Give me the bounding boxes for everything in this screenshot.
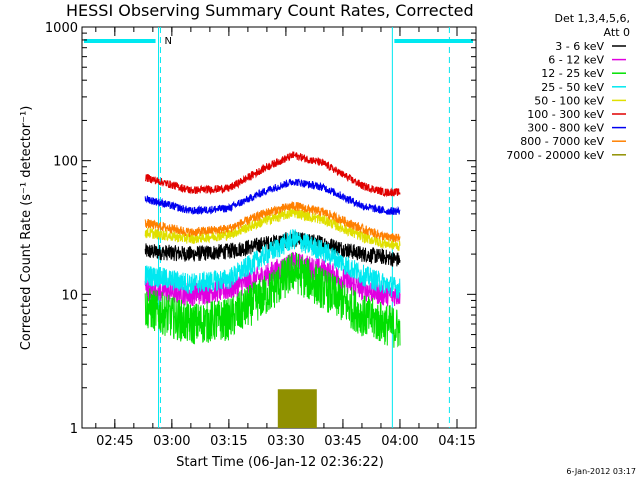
legend-label-3: 25 - 50 keV (541, 81, 604, 94)
legend-title-line-1: Det 1,3,4,5,6, (554, 12, 630, 25)
legend-label-0: 3 - 6 keV (555, 40, 604, 53)
legend-label-2: 12 - 25 keV (541, 67, 604, 80)
series-line-300-800keV (144, 178, 401, 216)
x-axis-label: Start Time (06-Jan-12 02:36:22) (176, 455, 384, 470)
chart-title: HESSI Observing Summary Count Rates, Cor… (66, 1, 474, 20)
y-axis-label: Corrected Count Rate (s⁻¹ detector⁻¹) (19, 106, 34, 351)
series-line-12-25keV (144, 252, 401, 348)
series-line-25-50keV (144, 229, 401, 299)
legend-label-5: 100 - 300 keV (527, 108, 604, 121)
x-tick-label-0: 02:45 (96, 434, 133, 449)
series-line-7000-20000keV (277, 389, 317, 428)
series-line-800-7000keV (144, 201, 401, 243)
attenuator-flag: N (164, 36, 171, 47)
y-tick-label-0: 1 (70, 422, 78, 437)
series-line-50-100keV (144, 208, 401, 251)
series-line-6-12keV (144, 252, 401, 307)
series-line-3-6keV (144, 230, 401, 267)
legend-label-7: 800 - 7000 keV (520, 135, 604, 148)
legend-title-line-2: Att 0 (604, 26, 630, 39)
x-tick-label-6: 04:15 (438, 434, 475, 449)
x-tick-label-1: 03:00 (153, 434, 190, 449)
y-tick-label-1: 10 (61, 288, 78, 303)
x-tick-label-3: 03:30 (267, 434, 304, 449)
y-tick-label-2: 100 (53, 155, 78, 170)
legend-label-1: 6 - 12 keV (548, 54, 604, 67)
legend-label-8: 7000 - 20000 keV (506, 149, 604, 162)
x-tick-label-5: 04:00 (381, 434, 418, 449)
legend-label-4: 50 - 100 keV (534, 94, 604, 107)
plot-frame (81, 26, 477, 429)
series-line-100-300keV (144, 151, 401, 198)
x-tick-label-4: 03:45 (324, 434, 361, 449)
plot-timestamp: 6-Jan-2012 03:17 (566, 467, 636, 476)
legend-label-6: 300 - 800 keV (527, 122, 604, 135)
y-tick-label-3: 1000 (45, 21, 78, 36)
x-tick-label-2: 03:15 (210, 434, 247, 449)
